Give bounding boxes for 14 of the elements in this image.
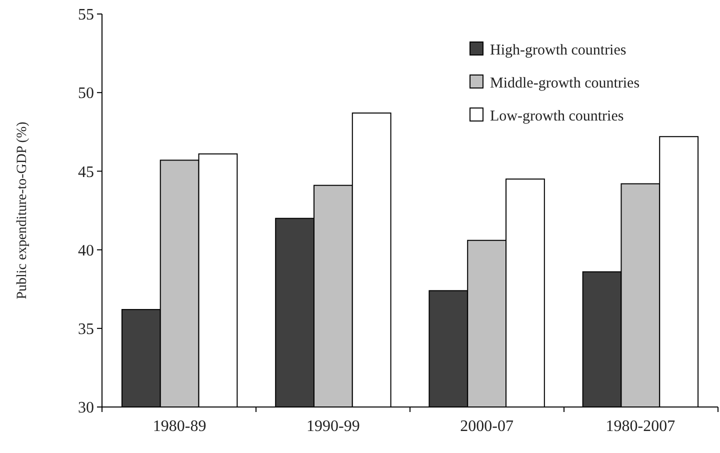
y-tick-label: 50 bbox=[78, 85, 94, 102]
y-axis-title: Public expenditure-to-GDP (%) bbox=[15, 121, 30, 300]
x-tick-label: 2000-07 bbox=[460, 418, 514, 435]
y-tick-label: 35 bbox=[78, 321, 94, 338]
x-tick-label: 1980-2007 bbox=[606, 418, 676, 435]
y-tick-label: 30 bbox=[78, 400, 94, 417]
x-tick-label: 1990-99 bbox=[306, 418, 360, 435]
y-tick-label: 55 bbox=[78, 6, 94, 24]
legend-label: Low-growth countries bbox=[490, 108, 624, 124]
legend-label: Middle-growth countries bbox=[490, 75, 640, 92]
legend-label: High-growth countries bbox=[490, 42, 626, 58]
x-tick-label: 1980-89 bbox=[152, 418, 206, 435]
y-tick-label: 45 bbox=[78, 164, 94, 181]
y-tick-label: 40 bbox=[78, 242, 94, 260]
